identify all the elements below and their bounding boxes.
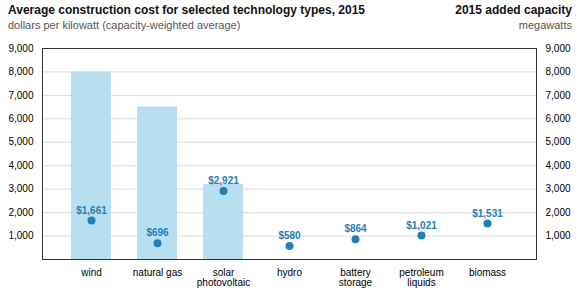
svg-text:4,000: 4,000 <box>546 160 571 171</box>
html-text:dollars per kilowatt (capacity: dollars per kilowatt (capacity-weighted … <box>8 19 241 31</box>
svg-text:9,000: 9,000 <box>8 43 33 54</box>
html-text:Average construction cost for: Average construction cost for selected t… <box>8 3 365 17</box>
svg-text:9,000: 9,000 <box>546 43 571 54</box>
svg-text:$1,531: $1,531 <box>472 208 503 219</box>
svg-text:2,000: 2,000 <box>8 207 33 218</box>
svg-text:$864: $864 <box>344 223 367 234</box>
svg-text:solarphotovoltaic: solarphotovoltaic <box>197 267 250 288</box>
svg-text:5,000: 5,000 <box>546 136 571 147</box>
html-text:2015 added capacity: 2015 added capacity <box>455 3 572 17</box>
svg-text:hydro: hydro <box>277 267 302 278</box>
svg-text:6,000: 6,000 <box>546 113 571 124</box>
svg-text:3,000: 3,000 <box>546 183 571 194</box>
svg-text:1,000: 1,000 <box>546 230 571 241</box>
svg-text:5,000: 5,000 <box>8 136 33 147</box>
svg-text:wind: wind <box>80 267 102 278</box>
svg-text:8,000: 8,000 <box>546 66 571 77</box>
svg-text:biomass: biomass <box>469 267 506 278</box>
svg-text:$580: $580 <box>278 230 301 241</box>
svg-text:4,000: 4,000 <box>8 160 33 171</box>
svg-text:6,000: 6,000 <box>8 113 33 124</box>
svg-text:$696: $696 <box>146 227 169 238</box>
svg-text:petroleumliquids: petroleumliquids <box>399 267 443 288</box>
svg-text:1,000: 1,000 <box>8 230 33 241</box>
svg-text:7,000: 7,000 <box>546 90 571 101</box>
svg-text:8,000: 8,000 <box>8 66 33 77</box>
svg-text:natural gas: natural gas <box>133 267 182 278</box>
svg-text:$2,921: $2,921 <box>208 175 239 186</box>
svg-text:batterystorage: batterystorage <box>339 267 373 288</box>
svg-text:$1,661: $1,661 <box>76 205 107 216</box>
svg-text:3,000: 3,000 <box>8 183 33 194</box>
html-text:megawatts: megawatts <box>518 19 572 31</box>
svg-text:2,000: 2,000 <box>546 207 571 218</box>
svg-text:7,000: 7,000 <box>8 90 33 101</box>
svg-text:$1,021: $1,021 <box>406 220 437 231</box>
